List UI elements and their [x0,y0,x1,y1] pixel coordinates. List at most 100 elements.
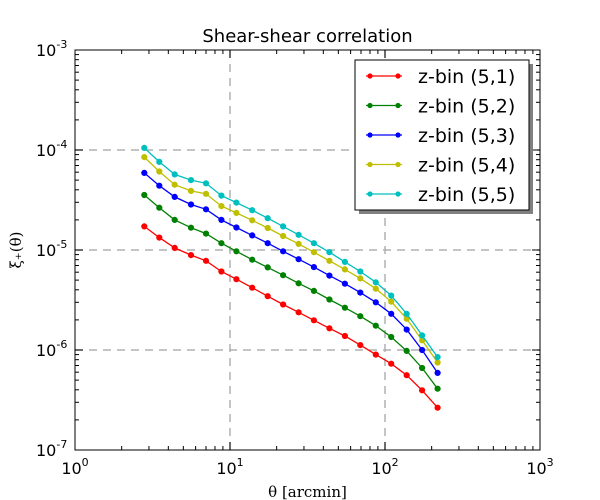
legend-marker [395,102,401,109]
data-point [233,209,240,216]
data-point [202,180,210,187]
data-point [341,332,348,340]
data-point [264,293,271,300]
series-layer [141,144,441,411]
data-point [141,144,148,151]
data-point [357,275,364,282]
legend-label: z-bin (5,2) [418,96,515,118]
data-point [233,199,240,206]
data-point [249,256,256,263]
data-point [141,154,148,161]
data-point [434,359,441,366]
data-point [187,252,195,259]
y-tick-label: 10-5 [36,238,67,260]
data-point [171,171,178,178]
grid [75,50,540,450]
x-axis-label: θ [arcmin] [268,483,347,500]
data-point [372,351,379,358]
data-point [326,257,333,264]
data-point [403,372,410,379]
data-point [434,354,441,361]
data-point [357,268,364,275]
y-axis-label: ξ₊(θ) [7,232,25,269]
data-point [233,276,240,283]
data-point [156,158,163,165]
data-point [295,280,302,287]
legend-marker [395,161,401,168]
legend-entries: z-bin (5,1) z-bin (5,2) z-bin (5,3) z-bin (… [366,66,515,206]
data-point [310,249,317,256]
legend-marker [367,191,373,197]
legend-label: z-bin (5,5) [418,184,515,206]
data-point [218,216,225,223]
series-5 [141,144,441,361]
data-point [171,181,178,188]
data-point [310,317,317,324]
data-point [357,342,364,349]
data-point [403,310,410,317]
data-point [434,404,441,411]
data-point [218,268,225,275]
data-point [202,206,210,213]
data-point [156,182,163,189]
legend-label: z-bin (5,1) [418,66,515,88]
y-tick-label: 10-3 [36,38,67,60]
data-point [372,279,379,286]
data-point [187,187,195,194]
data-point [202,230,210,237]
data-point [403,326,410,333]
legend-label: z-bin (5,4) [418,155,515,177]
data-point [372,299,379,306]
legend-label: z-bin (5,3) [418,125,515,147]
data-point [249,207,256,214]
data-point [419,332,426,339]
x-tick-label: 102 [371,456,398,478]
data-point [141,169,148,176]
series-2 [141,191,441,392]
data-point [357,313,364,320]
data-point [295,256,302,263]
data-point [310,240,317,247]
data-point [388,310,395,317]
data-point [326,325,333,332]
data-point [141,191,148,199]
data-point [388,333,395,341]
data-point [171,244,178,251]
data-point [264,215,271,222]
data-point [171,193,178,200]
data-point [310,264,317,271]
data-point [218,240,225,247]
data-point [187,177,195,184]
data-point [403,347,410,354]
y-tick-label: 10-4 [36,138,67,160]
data-point [388,298,395,305]
data-point [233,224,240,231]
chart-title: Shear-shear correlation [202,26,412,47]
data-point [218,192,225,199]
data-point [419,346,426,354]
data-point [388,292,395,299]
data-point [264,240,271,247]
x-tick-label: 103 [526,456,553,478]
data-point [295,231,302,238]
y-tick-label: 10-6 [36,338,67,360]
ticks [74,49,541,451]
data-point [280,272,287,279]
data-point [295,309,302,316]
data-point [357,289,364,296]
data-point [280,232,287,240]
x-tick-label: 101 [216,456,243,478]
data-point [233,248,240,255]
data-point [372,285,379,292]
data-point [341,280,348,287]
data-point [187,201,195,208]
data-point [187,224,195,231]
data-point [388,360,395,367]
data-point [202,257,210,264]
data-point [280,301,287,308]
data-point [434,385,441,392]
legend-marker [367,73,373,79]
data-point [310,287,317,294]
data-point [341,304,348,311]
